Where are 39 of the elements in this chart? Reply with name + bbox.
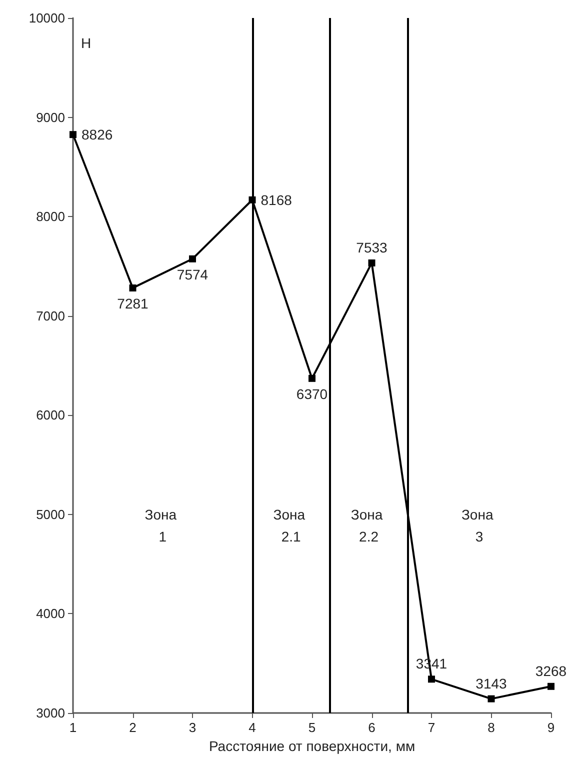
y-tick-label: 6000	[36, 408, 65, 423]
y-tick-label: 3000	[36, 706, 65, 720]
x-tick-label: 1	[69, 720, 77, 735]
point	[308, 374, 316, 382]
y-tick-label: 10000	[28, 10, 65, 26]
x-axis-title: Расстояние от поверхности, мм	[208, 738, 416, 754]
point	[129, 284, 136, 292]
annotation: Зона 3	[461, 506, 498, 544]
y-tick-label: 7000	[36, 308, 65, 324]
point	[368, 259, 376, 266]
data-label: 7281	[117, 295, 149, 312]
annotation: Зона 2.1	[273, 506, 309, 544]
data-label: 3268	[535, 662, 567, 679]
point	[189, 255, 196, 262]
data-label: 7533	[356, 239, 388, 256]
y-axis-title: Н	[81, 35, 92, 51]
annotation: Зона 2.2	[350, 506, 387, 544]
data-label: 8826	[82, 126, 113, 143]
point	[70, 131, 76, 138]
x-tick-label: 4	[248, 720, 256, 735]
point	[428, 676, 435, 683]
x-tick-label: 7	[428, 720, 436, 735]
data-label: 3143	[476, 675, 508, 692]
x-tick-label: 6	[368, 720, 376, 735]
x-tick-label: 2	[129, 720, 136, 735]
x-tick-label: 5	[308, 720, 316, 735]
point	[548, 682, 554, 690]
annotation: Зона 1	[144, 506, 180, 544]
y-tick-label: 4000	[36, 606, 65, 622]
x-tick-label: 8	[488, 720, 495, 735]
x-tick-label: 3	[188, 720, 196, 735]
y-tick-label: 9000	[36, 110, 65, 125]
data-label: 8168	[260, 192, 292, 208]
y-tick-label: 8000	[36, 209, 65, 224]
x-tick-label: 9	[547, 720, 555, 735]
data-label: 6370	[296, 386, 328, 402]
data-label: 7574	[176, 266, 208, 282]
point	[488, 695, 495, 702]
y-tick-label: 5000	[36, 506, 65, 522]
